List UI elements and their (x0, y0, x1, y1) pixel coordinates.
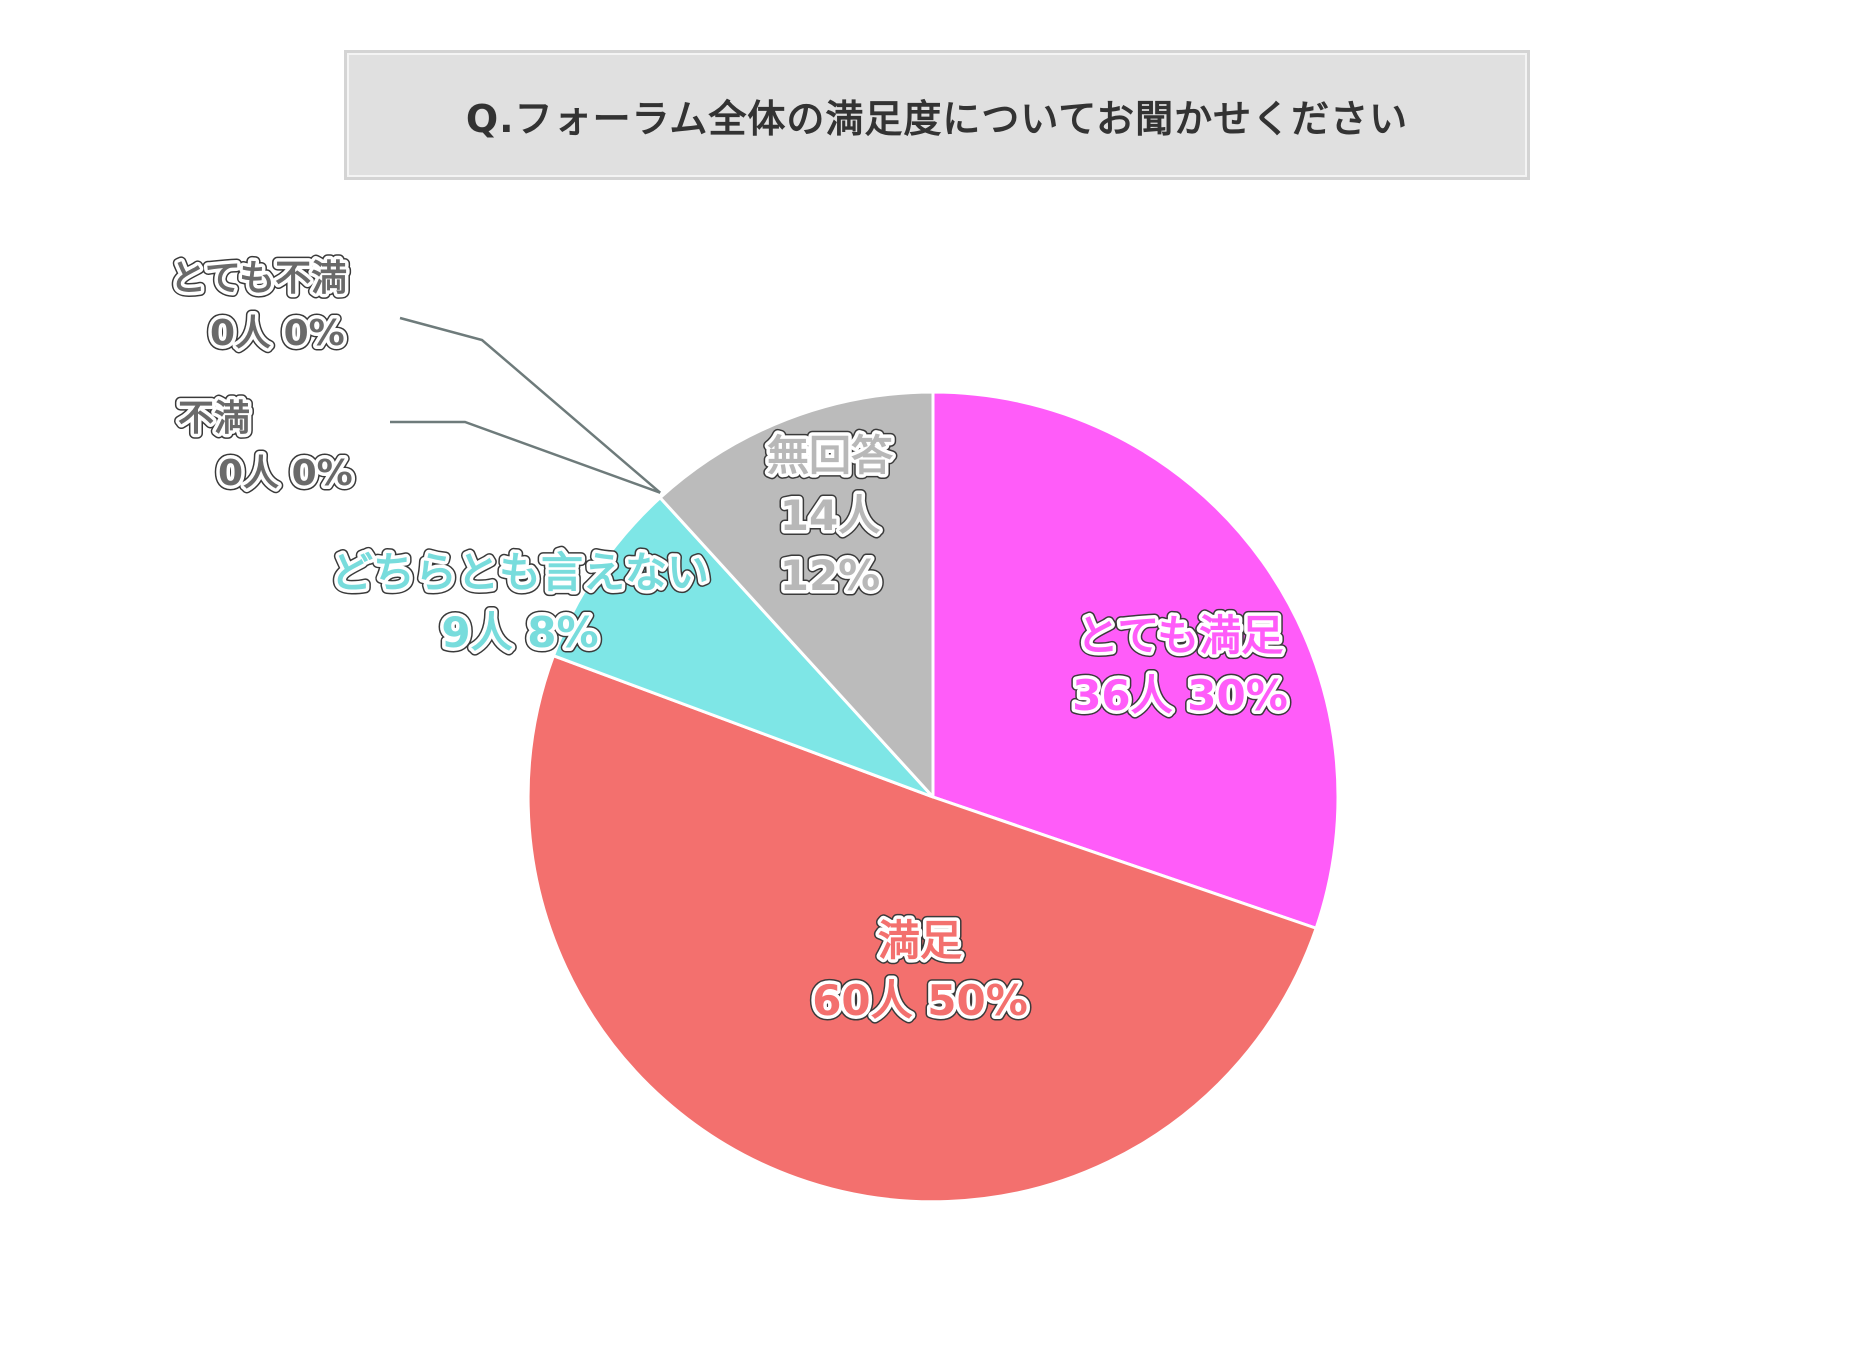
leader-line-very-dissatisfied (399, 316, 662, 494)
label-value-dissatisfied-halo: 0人 0% (218, 453, 353, 494)
label-percent-no-answer-halo: 12% (780, 551, 881, 600)
label-value-very-dissatisfied: 0人 0% (210, 313, 345, 354)
pie-slice-very-satisfied (931, 390, 1340, 930)
leader-lines (390, 316, 662, 494)
label-name-satisfied: 満足 (878, 916, 962, 965)
label-name-satisfied-halo: 満足 (878, 916, 962, 965)
label-value-very-satisfied: 36人 30% (1072, 671, 1288, 720)
label-value-satisfied: 60人 50% (812, 976, 1028, 1025)
label-name-very-satisfied-halo: とても満足 (1077, 611, 1284, 660)
label-count-no-answer-halo: 14人 (780, 491, 880, 540)
label-value-neutral-halo: 9人 8% (441, 608, 598, 657)
label-name-no-answer: 無回答 (767, 431, 894, 480)
label-name-neutral-halo: どちらとも言えない (331, 548, 709, 597)
pie-slice-no-answer (658, 390, 935, 799)
pie-slice-satisfied (526, 654, 1318, 1204)
pie-slice-neutral (551, 496, 935, 799)
label-value-satisfied-halo: 60人 50% (812, 976, 1028, 1025)
label-value-very-satisfied-halo: 36人 30% (1072, 671, 1288, 720)
label-name-neutral: どちらとも言えない (331, 548, 709, 597)
label-value-very-dissatisfied-halo: 0人 0% (210, 313, 345, 354)
label-percent-no-answer: 12% (780, 551, 881, 600)
leader-line-dissatisfied (390, 420, 661, 494)
label-name-no-answer-halo: 無回答 (767, 431, 894, 480)
chart-title: Q.フォーラム全体の満足度についてお聞かせください (465, 96, 1409, 141)
pie-slices (526, 390, 1340, 1204)
label-name-very-satisfied: とても満足 (1077, 611, 1284, 660)
label-count-no-answer: 14人 (780, 491, 880, 540)
label-name-dissatisfied: 不満 (178, 398, 250, 439)
label-value-neutral: 9人 8% (441, 608, 598, 657)
chart-title-box: Q.フォーラム全体の満足度についてお聞かせください (344, 50, 1530, 180)
label-name-very-dissatisfied: とても不満 (170, 258, 347, 299)
label-value-dissatisfied: 0人 0% (218, 453, 353, 494)
label-name-dissatisfied-halo: 不満 (178, 398, 250, 439)
label-name-very-dissatisfied-halo: とても不満 (170, 258, 347, 299)
